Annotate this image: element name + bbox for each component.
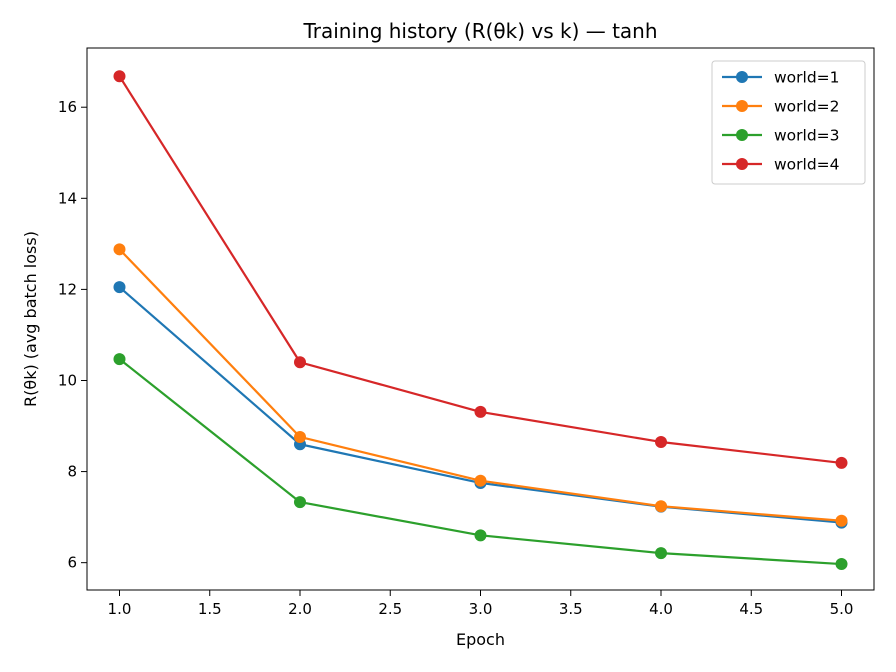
legend-label: world=2	[774, 98, 840, 116]
x-tick-label: 5.0	[830, 600, 854, 618]
y-tick-label: 16	[58, 98, 77, 116]
x-tick-label: 2.0	[288, 600, 312, 618]
data-point	[474, 529, 487, 542]
legend-entry: world=4	[722, 156, 840, 174]
x-tick-label: 3.5	[559, 600, 583, 618]
data-point	[835, 558, 848, 571]
x-tick-label: 1.0	[108, 600, 132, 618]
legend-swatch-marker	[736, 129, 748, 141]
y-axis-ticks: 6 8 10 12 14 16	[58, 98, 87, 572]
data-point	[474, 474, 487, 487]
y-tick-label: 8	[67, 463, 77, 481]
y-tick-label: 10	[58, 371, 77, 389]
legend: world=1 world=2 world=3 world=4	[711, 60, 866, 185]
legend-swatch-marker	[736, 71, 748, 83]
legend-swatch-marker	[736, 100, 748, 112]
x-tick-label: 4.0	[649, 600, 673, 618]
legend-swatch-marker	[736, 158, 748, 170]
x-tick-label: 3.0	[469, 600, 493, 618]
data-point	[293, 496, 306, 509]
data-point	[474, 405, 487, 418]
legend-entry: world=1	[722, 69, 840, 87]
series-world-3	[113, 353, 848, 571]
chart-title: Training history (R(θk) vs k) — tanh	[302, 19, 657, 43]
legend-entry: world=2	[722, 98, 840, 116]
data-point	[113, 281, 126, 294]
data-point	[655, 500, 668, 513]
data-point	[293, 430, 306, 443]
legend-label: world=3	[774, 127, 840, 145]
x-axis-title: Epoch	[456, 630, 505, 649]
y-axis-title: R(θk) (avg batch loss)	[21, 231, 40, 407]
legend-label: world=4	[774, 156, 840, 174]
data-point	[113, 243, 126, 256]
data-point	[835, 514, 848, 527]
x-axis-ticks: 1.0 1.5 2.0 2.5 3.0 3.5 4.0 4.5 5.0	[108, 590, 854, 618]
x-tick-label: 2.5	[378, 600, 402, 618]
y-tick-label: 6	[67, 554, 77, 572]
legend-box	[711, 60, 866, 185]
series-layer	[113, 70, 848, 571]
data-point	[293, 356, 306, 369]
data-point	[835, 456, 848, 469]
legend-entry: world=3	[722, 127, 840, 145]
axes-frame	[86, 47, 875, 591]
series-world-4	[113, 70, 848, 469]
data-point	[113, 70, 126, 83]
series-world-2	[113, 243, 848, 527]
y-tick-label: 12	[58, 280, 77, 298]
legend-label: world=1	[774, 69, 840, 87]
data-point	[113, 353, 126, 366]
x-tick-label: 1.5	[198, 600, 222, 618]
x-tick-label: 4.5	[739, 600, 763, 618]
y-tick-label: 14	[58, 189, 77, 207]
data-point	[655, 435, 668, 448]
data-point	[655, 547, 668, 560]
